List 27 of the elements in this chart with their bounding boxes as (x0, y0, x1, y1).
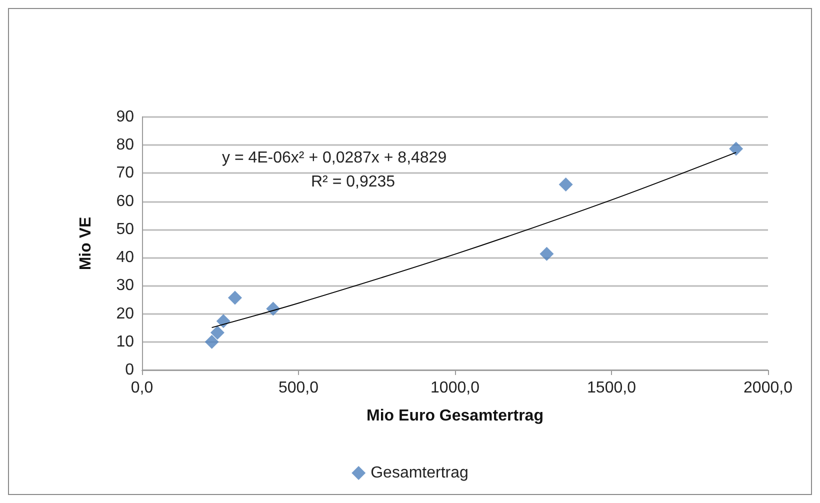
y-tick-label: 70 (116, 164, 134, 182)
y-tick-label: 10 (116, 333, 134, 350)
y-axis-title: Mio VE (78, 216, 94, 270)
y-tick-label: 60 (116, 192, 134, 210)
y-tick-label: 0 (125, 362, 134, 378)
point (210, 326, 224, 340)
y-tick-label: 30 (116, 277, 134, 294)
y-tick-label: 80 (116, 136, 134, 154)
y-tick-label: 90 (116, 108, 134, 126)
x-tick-label: 1000,0 (430, 380, 480, 396)
x-tick-label: 500,0 (278, 380, 319, 396)
point (216, 314, 230, 328)
legend-label: Gesamtertrag (370, 464, 468, 482)
annotation: y = 4E-06x² + 0,0287x + 8,4829 (222, 150, 447, 166)
point (558, 177, 573, 192)
point (228, 290, 242, 305)
annotation: R² = 0,9235 (311, 174, 396, 190)
point (729, 142, 744, 156)
x-axis-title: Mio Euro Gesamtertrag (366, 408, 544, 424)
point (204, 334, 219, 349)
y-tick-label: 20 (116, 305, 134, 322)
x-tick-label: 2000,0 (744, 380, 793, 396)
y-tick-label: 40 (116, 249, 134, 266)
x-tick-label: 1500,0 (587, 380, 636, 396)
x-tick-label: 0,0 (130, 380, 154, 396)
y-tick-label: 50 (116, 220, 134, 238)
point (540, 246, 554, 261)
